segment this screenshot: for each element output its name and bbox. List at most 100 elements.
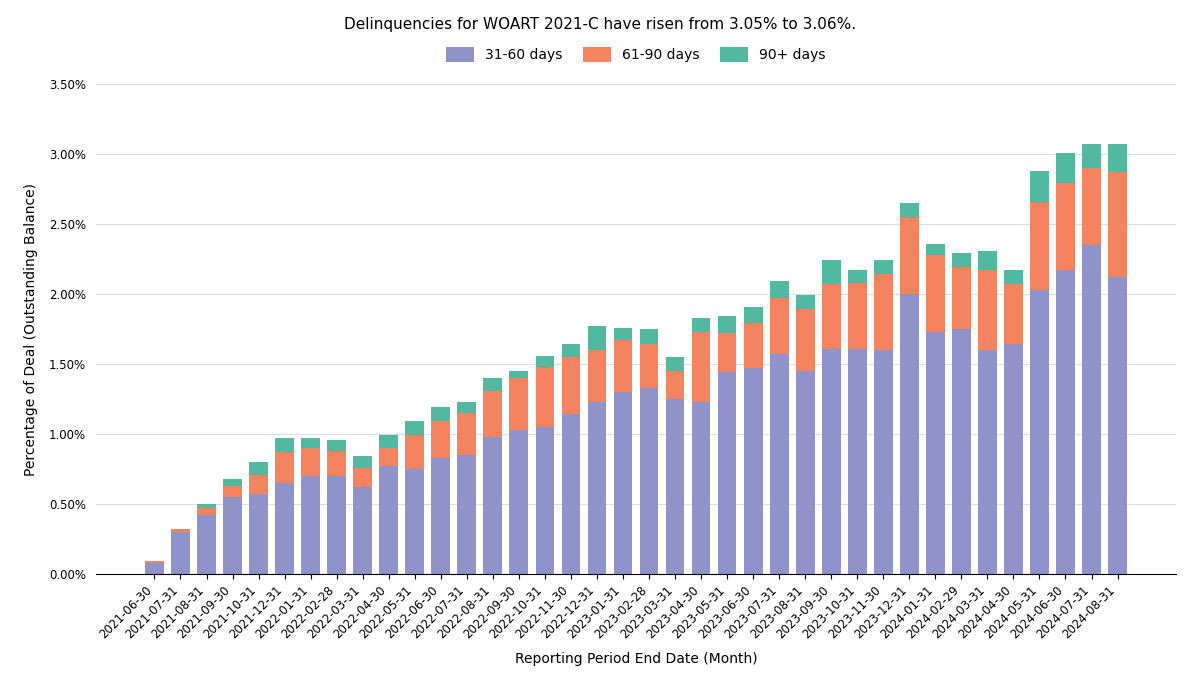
Bar: [406, 435, 424, 469]
Bar: [197, 508, 216, 515]
Bar: [926, 255, 944, 332]
Bar: [223, 486, 242, 497]
Bar: [1108, 277, 1127, 574]
Bar: [640, 329, 659, 344]
Bar: [822, 284, 840, 349]
Bar: [484, 437, 503, 574]
Bar: [978, 251, 997, 270]
Bar: [510, 430, 528, 574]
Bar: [535, 356, 554, 367]
Bar: [952, 267, 971, 329]
Bar: [744, 368, 762, 574]
Bar: [510, 378, 528, 430]
Bar: [379, 435, 398, 448]
Bar: [432, 421, 450, 458]
Bar: [926, 332, 944, 574]
Bar: [588, 326, 606, 350]
Bar: [1082, 168, 1100, 245]
Bar: [796, 371, 815, 574]
Bar: [406, 421, 424, 435]
Bar: [432, 407, 450, 421]
Bar: [353, 468, 372, 487]
Bar: [250, 494, 268, 574]
Bar: [926, 244, 944, 255]
Bar: [874, 274, 893, 350]
Bar: [848, 283, 866, 349]
Bar: [640, 344, 659, 388]
Bar: [1108, 172, 1127, 277]
Bar: [250, 462, 268, 475]
Bar: [718, 372, 737, 574]
Bar: [796, 309, 815, 371]
Bar: [457, 455, 476, 574]
Bar: [301, 476, 320, 574]
Bar: [1030, 290, 1049, 574]
Bar: [197, 515, 216, 574]
Bar: [874, 260, 893, 274]
Bar: [1108, 144, 1127, 172]
Bar: [223, 479, 242, 486]
Bar: [744, 323, 762, 368]
Bar: [484, 378, 503, 391]
Bar: [769, 298, 788, 354]
Bar: [328, 440, 346, 451]
Bar: [1030, 171, 1049, 202]
Bar: [275, 438, 294, 452]
Bar: [796, 295, 815, 309]
Bar: [406, 469, 424, 574]
Bar: [718, 316, 737, 333]
Bar: [301, 448, 320, 476]
Bar: [718, 333, 737, 372]
Bar: [1030, 202, 1049, 290]
Bar: [535, 367, 554, 427]
Bar: [301, 438, 320, 448]
Bar: [613, 392, 632, 574]
Bar: [848, 270, 866, 283]
Bar: [223, 497, 242, 574]
Bar: [822, 260, 840, 284]
Bar: [197, 504, 216, 508]
Bar: [1082, 245, 1100, 574]
Bar: [744, 307, 762, 323]
Bar: [275, 452, 294, 483]
Bar: [562, 414, 581, 574]
Bar: [353, 487, 372, 574]
Bar: [691, 402, 710, 574]
Bar: [353, 456, 372, 468]
Bar: [691, 318, 710, 332]
Bar: [172, 529, 190, 532]
Bar: [848, 349, 866, 574]
Bar: [379, 466, 398, 574]
Bar: [457, 402, 476, 413]
Bar: [613, 340, 632, 392]
Legend: 31-60 days, 61-90 days, 90+ days: 31-60 days, 61-90 days, 90+ days: [440, 42, 832, 68]
Bar: [952, 329, 971, 574]
Bar: [1004, 284, 1022, 344]
Bar: [145, 561, 164, 563]
Bar: [562, 344, 581, 357]
Text: Delinquencies for WOART 2021-C have risen from 3.05% to 3.06%.: Delinquencies for WOART 2021-C have rise…: [344, 18, 856, 32]
Bar: [613, 328, 632, 340]
Bar: [562, 357, 581, 414]
Bar: [1056, 183, 1075, 270]
Bar: [1056, 153, 1075, 183]
Bar: [328, 451, 346, 476]
Bar: [952, 253, 971, 267]
Bar: [275, 483, 294, 574]
Bar: [250, 475, 268, 494]
Bar: [666, 357, 684, 371]
Bar: [510, 371, 528, 378]
Bar: [666, 371, 684, 399]
Bar: [1004, 344, 1022, 574]
X-axis label: Reporting Period End Date (Month): Reporting Period End Date (Month): [515, 652, 757, 666]
Bar: [978, 270, 997, 350]
Bar: [978, 350, 997, 574]
Bar: [769, 354, 788, 574]
Bar: [588, 402, 606, 574]
Bar: [900, 203, 919, 217]
Bar: [457, 413, 476, 455]
Bar: [900, 294, 919, 574]
Bar: [874, 350, 893, 574]
Y-axis label: Percentage of Deal (Outstanding Balance): Percentage of Deal (Outstanding Balance): [24, 183, 38, 475]
Bar: [588, 350, 606, 402]
